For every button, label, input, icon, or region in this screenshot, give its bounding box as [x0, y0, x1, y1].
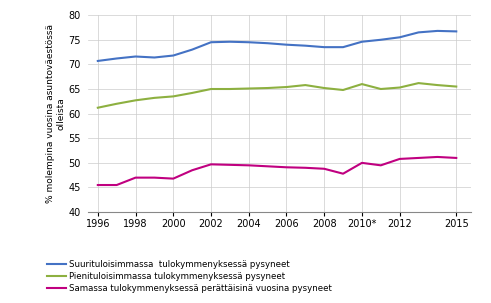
Suurituloisimmassa  tulokymmenyksessä pysyneet	[95, 59, 101, 63]
Suurituloisimmassa  tulokymmenyksessä pysyneet	[208, 40, 214, 44]
Pienituloisimmassa tulokymmenyksessä pysyneet	[189, 91, 195, 95]
Samassa tulokymmenyksessä perättäisinä vuosina pysyneet	[453, 156, 459, 160]
Samassa tulokymmenyksessä perättäisinä vuosina pysyneet	[435, 155, 440, 159]
Samassa tulokymmenyksessä perättäisinä vuosina pysyneet	[415, 156, 421, 160]
Samassa tulokymmenyksessä perättäisinä vuosina pysyneet	[170, 177, 176, 180]
Suurituloisimmassa  tulokymmenyksessä pysyneet	[151, 56, 157, 59]
Suurituloisimmassa  tulokymmenyksessä pysyneet	[378, 38, 384, 42]
Samassa tulokymmenyksessä perättäisinä vuosina pysyneet	[340, 172, 346, 175]
Samassa tulokymmenyksessä perättäisinä vuosina pysyneet	[321, 167, 327, 171]
Suurituloisimmassa  tulokymmenyksessä pysyneet	[359, 40, 365, 44]
Pienituloisimmassa tulokymmenyksessä pysyneet	[435, 83, 440, 87]
Line: Samassa tulokymmenyksessä perättäisinä vuosina pysyneet: Samassa tulokymmenyksessä perättäisinä v…	[98, 157, 456, 185]
Samassa tulokymmenyksessä perättäisinä vuosina pysyneet	[133, 176, 138, 179]
Pienituloisimmassa tulokymmenyksessä pysyneet	[227, 87, 233, 91]
Suurituloisimmassa  tulokymmenyksessä pysyneet	[246, 40, 252, 44]
Pienituloisimmassa tulokymmenyksessä pysyneet	[95, 106, 101, 109]
Pienituloisimmassa tulokymmenyksessä pysyneet	[340, 88, 346, 92]
Pienituloisimmassa tulokymmenyksessä pysyneet	[208, 87, 214, 91]
Line: Pienituloisimmassa tulokymmenyksessä pysyneet: Pienituloisimmassa tulokymmenyksessä pys…	[98, 83, 456, 108]
Pienituloisimmassa tulokymmenyksessä pysyneet	[283, 85, 289, 89]
Pienituloisimmassa tulokymmenyksessä pysyneet	[397, 86, 403, 89]
Suurituloisimmassa  tulokymmenyksessä pysyneet	[302, 44, 308, 48]
Pienituloisimmassa tulokymmenyksessä pysyneet	[415, 81, 421, 85]
Pienituloisimmassa tulokymmenyksessä pysyneet	[133, 98, 138, 102]
Pienituloisimmassa tulokymmenyksessä pysyneet	[246, 87, 252, 90]
Suurituloisimmassa  tulokymmenyksessä pysyneet	[340, 45, 346, 49]
Samassa tulokymmenyksessä perättäisinä vuosina pysyneet	[208, 162, 214, 166]
Suurituloisimmassa  tulokymmenyksessä pysyneet	[415, 31, 421, 34]
Suurituloisimmassa  tulokymmenyksessä pysyneet	[133, 55, 138, 58]
Samassa tulokymmenyksessä perättäisinä vuosina pysyneet	[378, 164, 384, 167]
Samassa tulokymmenyksessä perättäisinä vuosina pysyneet	[189, 168, 195, 172]
Suurituloisimmassa  tulokymmenyksessä pysyneet	[170, 54, 176, 57]
Suurituloisimmassa  tulokymmenyksessä pysyneet	[321, 45, 327, 49]
Suurituloisimmassa  tulokymmenyksessä pysyneet	[283, 43, 289, 46]
Pienituloisimmassa tulokymmenyksessä pysyneet	[321, 86, 327, 90]
Suurituloisimmassa  tulokymmenyksessä pysyneet	[397, 35, 403, 39]
Samassa tulokymmenyksessä perättäisinä vuosina pysyneet	[227, 163, 233, 167]
Pienituloisimmassa tulokymmenyksessä pysyneet	[265, 86, 271, 90]
Suurituloisimmassa  tulokymmenyksessä pysyneet	[453, 30, 459, 33]
Samassa tulokymmenyksessä perättäisinä vuosina pysyneet	[151, 176, 157, 179]
Pienituloisimmassa tulokymmenyksessä pysyneet	[359, 82, 365, 86]
Pienituloisimmassa tulokymmenyksessä pysyneet	[453, 85, 459, 88]
Samassa tulokymmenyksessä perättäisinä vuosina pysyneet	[359, 161, 365, 165]
Legend: Suurituloisimmassa  tulokymmenyksessä pysyneet, Pienituloisimmassa tulokymmenyks: Suurituloisimmassa tulokymmenyksessä pys…	[47, 260, 332, 293]
Pienituloisimmassa tulokymmenyksessä pysyneet	[151, 96, 157, 100]
Y-axis label: % molempina vuosina asuntoväestössä
olleista: % molempina vuosina asuntoväestössä olle…	[46, 24, 65, 203]
Suurituloisimmassa  tulokymmenyksessä pysyneet	[265, 42, 271, 45]
Suurituloisimmassa  tulokymmenyksessä pysyneet	[114, 57, 120, 60]
Pienituloisimmassa tulokymmenyksessä pysyneet	[170, 95, 176, 98]
Suurituloisimmassa  tulokymmenyksessä pysyneet	[227, 40, 233, 44]
Samassa tulokymmenyksessä perättäisinä vuosina pysyneet	[283, 165, 289, 169]
Pienituloisimmassa tulokymmenyksessä pysyneet	[302, 83, 308, 87]
Samassa tulokymmenyksessä perättäisinä vuosina pysyneet	[397, 157, 403, 161]
Suurituloisimmassa  tulokymmenyksessä pysyneet	[189, 48, 195, 52]
Pienituloisimmassa tulokymmenyksessä pysyneet	[114, 102, 120, 106]
Samassa tulokymmenyksessä perättäisinä vuosina pysyneet	[265, 165, 271, 168]
Samassa tulokymmenyksessä perättäisinä vuosina pysyneet	[114, 183, 120, 187]
Pienituloisimmassa tulokymmenyksessä pysyneet	[378, 87, 384, 91]
Samassa tulokymmenyksessä perättäisinä vuosina pysyneet	[246, 164, 252, 167]
Samassa tulokymmenyksessä perättäisinä vuosina pysyneet	[302, 166, 308, 170]
Line: Suurituloisimmassa  tulokymmenyksessä pysyneet: Suurituloisimmassa tulokymmenyksessä pys…	[98, 31, 456, 61]
Samassa tulokymmenyksessä perättäisinä vuosina pysyneet	[95, 183, 101, 187]
Suurituloisimmassa  tulokymmenyksessä pysyneet	[435, 29, 440, 33]
